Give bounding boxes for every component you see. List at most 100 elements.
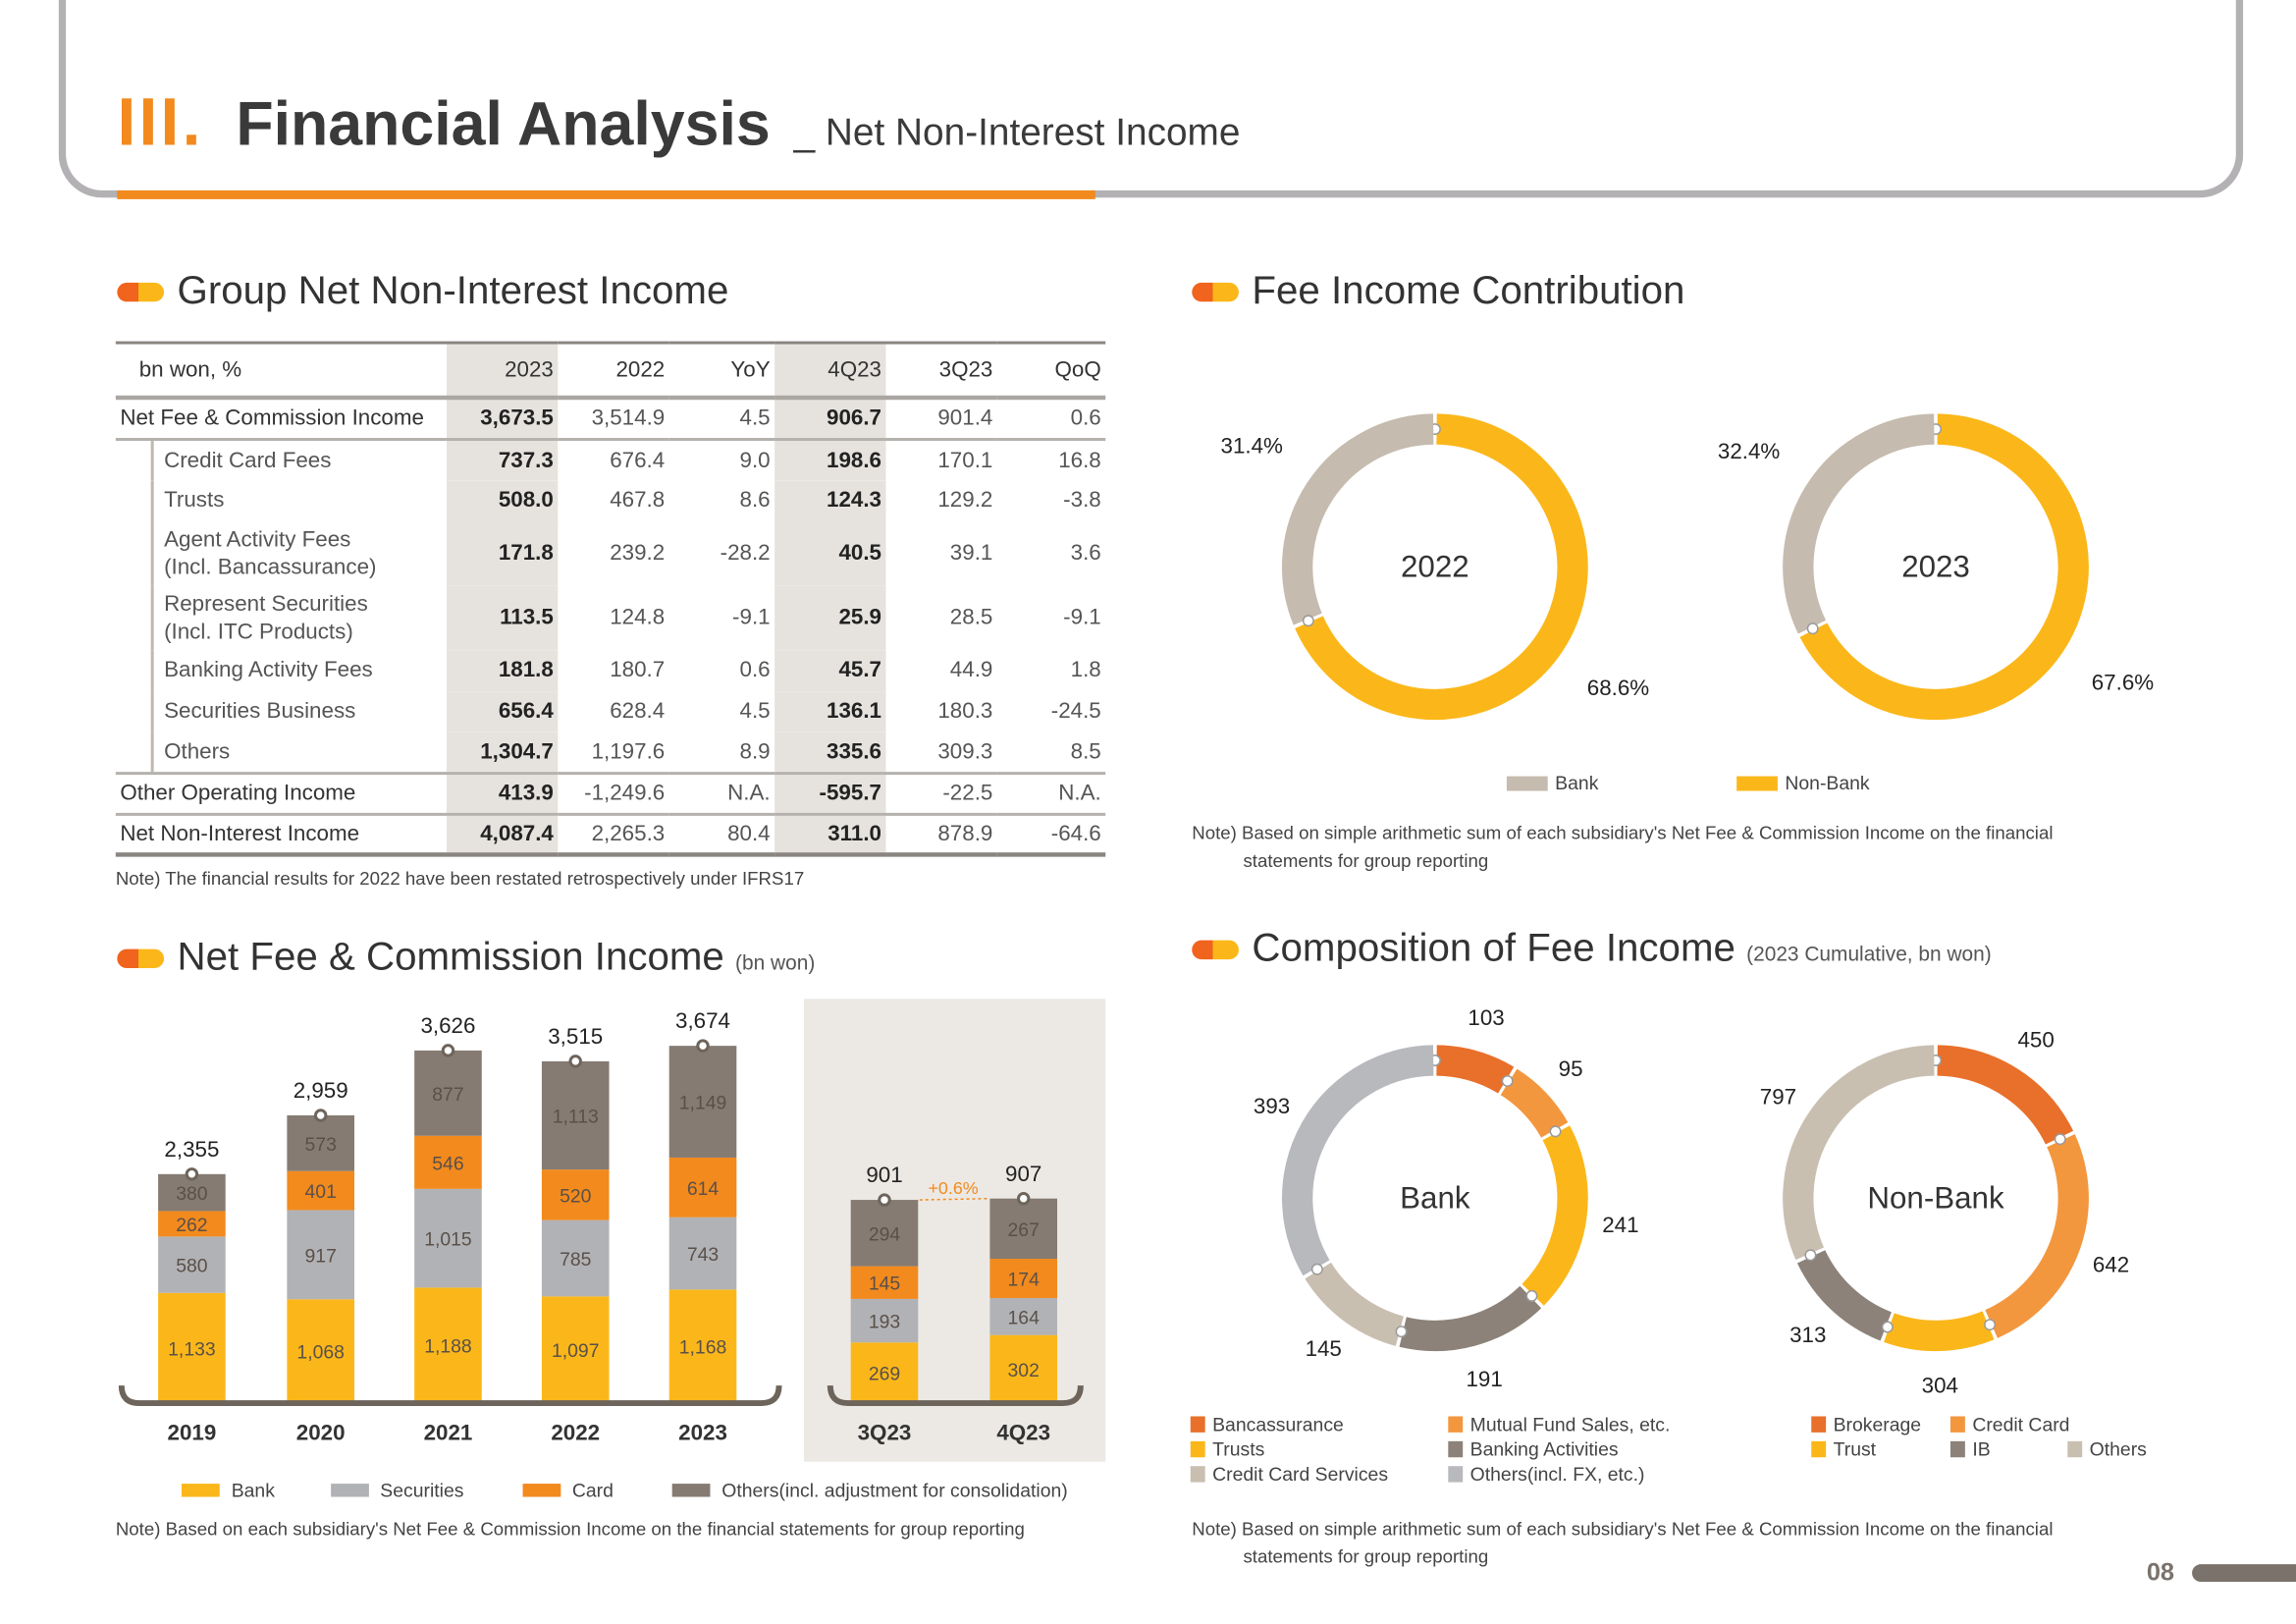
legend-item: Card: [522, 1480, 614, 1501]
bar-top-marker: [185, 1167, 199, 1181]
row-label: Credit Card Fees: [115, 438, 447, 480]
legend-swatch: [1190, 1416, 1205, 1433]
table-cell: -22.5: [885, 772, 997, 816]
table-cell: N.A.: [668, 772, 775, 816]
donut-slice-credit-card-services: [1305, 1262, 1405, 1346]
donut-slice-others-incl-fx-etc-: [1282, 1045, 1434, 1276]
section-bullet-icon: [1192, 282, 1239, 302]
axis-bracket: [118, 1384, 782, 1407]
slice-label: 642: [2093, 1252, 2129, 1276]
bar-segment-others: [287, 1114, 354, 1171]
legend-label: Others(incl. FX, etc.): [1469, 1463, 1645, 1486]
bar-total-label: 907: [1005, 1162, 1041, 1186]
table-cell: 198.6: [774, 438, 886, 480]
table-cell: -28.2: [720, 540, 771, 566]
table-cell: 311.0: [774, 813, 886, 857]
legend-swatch: [1448, 1466, 1464, 1483]
header-accent-bar: [117, 189, 1095, 199]
legend-swatch: [671, 1484, 711, 1497]
row-label-text: Others: [164, 738, 231, 764]
table-cell: 124.8: [610, 605, 666, 630]
row-label-text: Credit Card Fees: [164, 447, 332, 473]
slice-label: 241: [1602, 1213, 1638, 1237]
legend-label: Banking Activities: [1469, 1437, 1619, 1461]
table-row: Represent Securities (Incl. ITC Products)…: [115, 584, 1105, 650]
table-cell: 9.0: [739, 447, 771, 473]
row-label: Banking Activity Fees: [115, 649, 447, 691]
row-label-text: Net Fee & Commission Income: [120, 406, 424, 431]
bar-segment-label: 174: [1008, 1269, 1041, 1290]
donut-slice-bank: [1282, 413, 1434, 625]
group-net-non-interest-income-table: bn won, % 2023 2022 YoY 4Q23 3Q23 QoQ Net Fee &…: [115, 341, 1106, 857]
table-cell: 656.4: [446, 690, 559, 732]
slice-label: 31.4%: [1221, 433, 1284, 458]
legend-item: Bank: [181, 1479, 275, 1501]
slice-divider-marker: [1310, 1263, 1323, 1275]
table-cell: 124.3: [774, 479, 886, 521]
page-subtitle: _ Net Non-Interest Income: [793, 109, 1241, 154]
growth-connector: [919, 1197, 990, 1201]
table-cell: 906.7: [774, 397, 886, 441]
legend-item: Credit Card: [1949, 1413, 2069, 1435]
legend-label: Credit Card Services: [1212, 1463, 1389, 1486]
donut-slice-bancassurance: [1435, 1045, 1515, 1094]
bar-segment-securities: [158, 1236, 226, 1293]
donut-center-label: Non-Bank: [1867, 1181, 2004, 1216]
legend-item-bank: Bank: [1506, 772, 1598, 794]
table-cell: 8.6: [739, 487, 771, 514]
donut-slice-mutual-fund-sales-etc-: [1500, 1068, 1569, 1138]
slice-label: 313: [1789, 1323, 1826, 1347]
bar-segment-bank: [158, 1292, 226, 1404]
donut-slice-trusts: [1522, 1125, 1588, 1306]
legend-label: Bank: [231, 1479, 275, 1501]
bar-segment-card: [158, 1211, 226, 1237]
table-cell: 129.2: [937, 487, 993, 514]
row-label: Trusts: [115, 479, 447, 521]
bar-segment-label: 380: [176, 1183, 208, 1205]
table-cell: 180.3: [937, 698, 993, 724]
slice-label: 103: [1468, 1005, 1504, 1030]
table-cell: 28.5: [949, 605, 993, 630]
x-tick-label: 3Q23: [858, 1420, 912, 1444]
note-line: statements for group reporting: [1243, 1546, 1489, 1568]
table-cell: 0.6: [739, 657, 771, 683]
table-cell: 676.4: [610, 447, 666, 473]
table-cell: 3.6: [1070, 540, 1101, 566]
table-cell: 628.4: [610, 698, 666, 724]
table-cell: 878.9: [885, 813, 997, 857]
column-header: 3Q23: [885, 341, 997, 401]
table-row: Banking Activity Fees 181.8 180.7 0.6 45.7 44…: [115, 649, 1105, 691]
bar-segment-label: 520: [560, 1185, 592, 1207]
donut-slice-banking-activities: [1399, 1285, 1542, 1352]
header-frame: [58, 0, 2244, 198]
legend-label: Trust: [1833, 1437, 1877, 1461]
page-title: Financial Analysis: [236, 88, 771, 159]
bar-top-marker: [1016, 1191, 1031, 1206]
section-heading-net-fee: Net Fee & Commission Income (bn won): [177, 935, 815, 980]
axis-bracket: [827, 1384, 1084, 1407]
bar-segment-others: [541, 1060, 610, 1170]
bar-segment-securities: [414, 1188, 482, 1288]
legend-item: Securities: [330, 1480, 463, 1501]
bar-segment-securities: [541, 1219, 610, 1297]
table-cell: N.A.: [996, 772, 1106, 816]
table-row: Others 1,304.7 1,197.6 8.9 335.6 309.3 8.5: [115, 731, 1106, 775]
table-cell: 1,304.7: [446, 731, 559, 775]
legend-swatch: [1949, 1416, 1965, 1433]
slice-divider-marker: [1804, 1249, 1817, 1262]
legend-item: Others: [2067, 1438, 2147, 1460]
table-cell: 45.7: [774, 649, 886, 691]
bar-segment-card: [850, 1266, 919, 1299]
row-label: Net Fee & Commission Income: [115, 397, 447, 441]
table-cell: 1.8: [1070, 657, 1101, 683]
growth-label: +0.6%: [928, 1178, 978, 1198]
bar-segment-label: 302: [1008, 1360, 1040, 1381]
bar-top-marker: [878, 1193, 891, 1207]
bar-segment-label: 1,188: [424, 1336, 472, 1358]
donut-slice-ib: [1796, 1249, 1893, 1341]
table-row: Other Operating Income 413.9 -1,249.6 N.A. -…: [115, 772, 1106, 816]
bar-top-marker: [696, 1039, 710, 1053]
net-fee-note: Note) Based on each subsidiary's Net Fee…: [115, 1518, 1025, 1540]
bar-segment-securities: [989, 1297, 1058, 1335]
legend-label: Bancassurance: [1212, 1413, 1344, 1435]
